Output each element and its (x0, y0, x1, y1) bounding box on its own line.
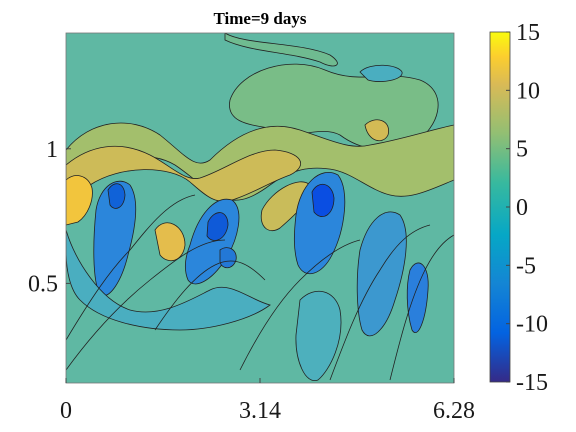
y-tick-label: 0.5 (28, 271, 58, 297)
colorbar-tick-label: 5 (516, 137, 528, 163)
contour-top-arc (224, 33, 338, 67)
contour-line-3 (239, 239, 361, 371)
colorbar-tick-label: 0 (516, 195, 528, 221)
contour-peak (66, 175, 93, 226)
contour-blue-streak (406, 262, 429, 333)
colorbar-ticks: 15 10 5 0 -5 -10 -15 (506, 20, 548, 396)
contour-blue-core-mid (206, 212, 229, 241)
contour-blue-lower (66, 229, 271, 331)
contour-line-1 (66, 194, 196, 341)
x-tick-label: 6.28 (433, 398, 475, 424)
contour-line-4 (329, 224, 431, 381)
contour-line-2 (66, 239, 226, 371)
contour-small-oval (359, 64, 403, 82)
y-axis: 0.51 (28, 137, 71, 297)
plot-area (66, 33, 454, 383)
chart-title: Time=9 days (214, 9, 307, 28)
contour-blue-trough-left (93, 180, 136, 297)
colorbar-tick-label: 10 (516, 78, 540, 104)
contour-wave-core (66, 145, 302, 202)
contour-blue-core-left (107, 183, 126, 209)
contour-blue-core-right (311, 184, 335, 217)
colorbar-tick-label: -5 (516, 253, 536, 279)
x-tick-label: 0 (60, 398, 72, 424)
y-tick-label: 1 (46, 137, 58, 163)
contour-line-6 (154, 260, 266, 331)
colorbar-tick-label: -15 (516, 370, 548, 396)
x-tick-label: 3.14 (239, 398, 281, 424)
contour-peak-2 (154, 222, 186, 262)
contour-line-5 (389, 234, 454, 381)
colorbar-tick-label: -10 (516, 312, 548, 338)
colorbar-tick-label: 15 (516, 20, 540, 46)
contour-blue-trough-far (356, 211, 407, 337)
contour-blue-small (219, 247, 237, 269)
x-axis: 0 3.14 6.28 (60, 378, 475, 424)
contour-upper-bump (364, 119, 389, 142)
contour-lower-right (295, 290, 342, 381)
colorbar: 15 10 5 0 -5 -10 -15 (489, 20, 548, 396)
